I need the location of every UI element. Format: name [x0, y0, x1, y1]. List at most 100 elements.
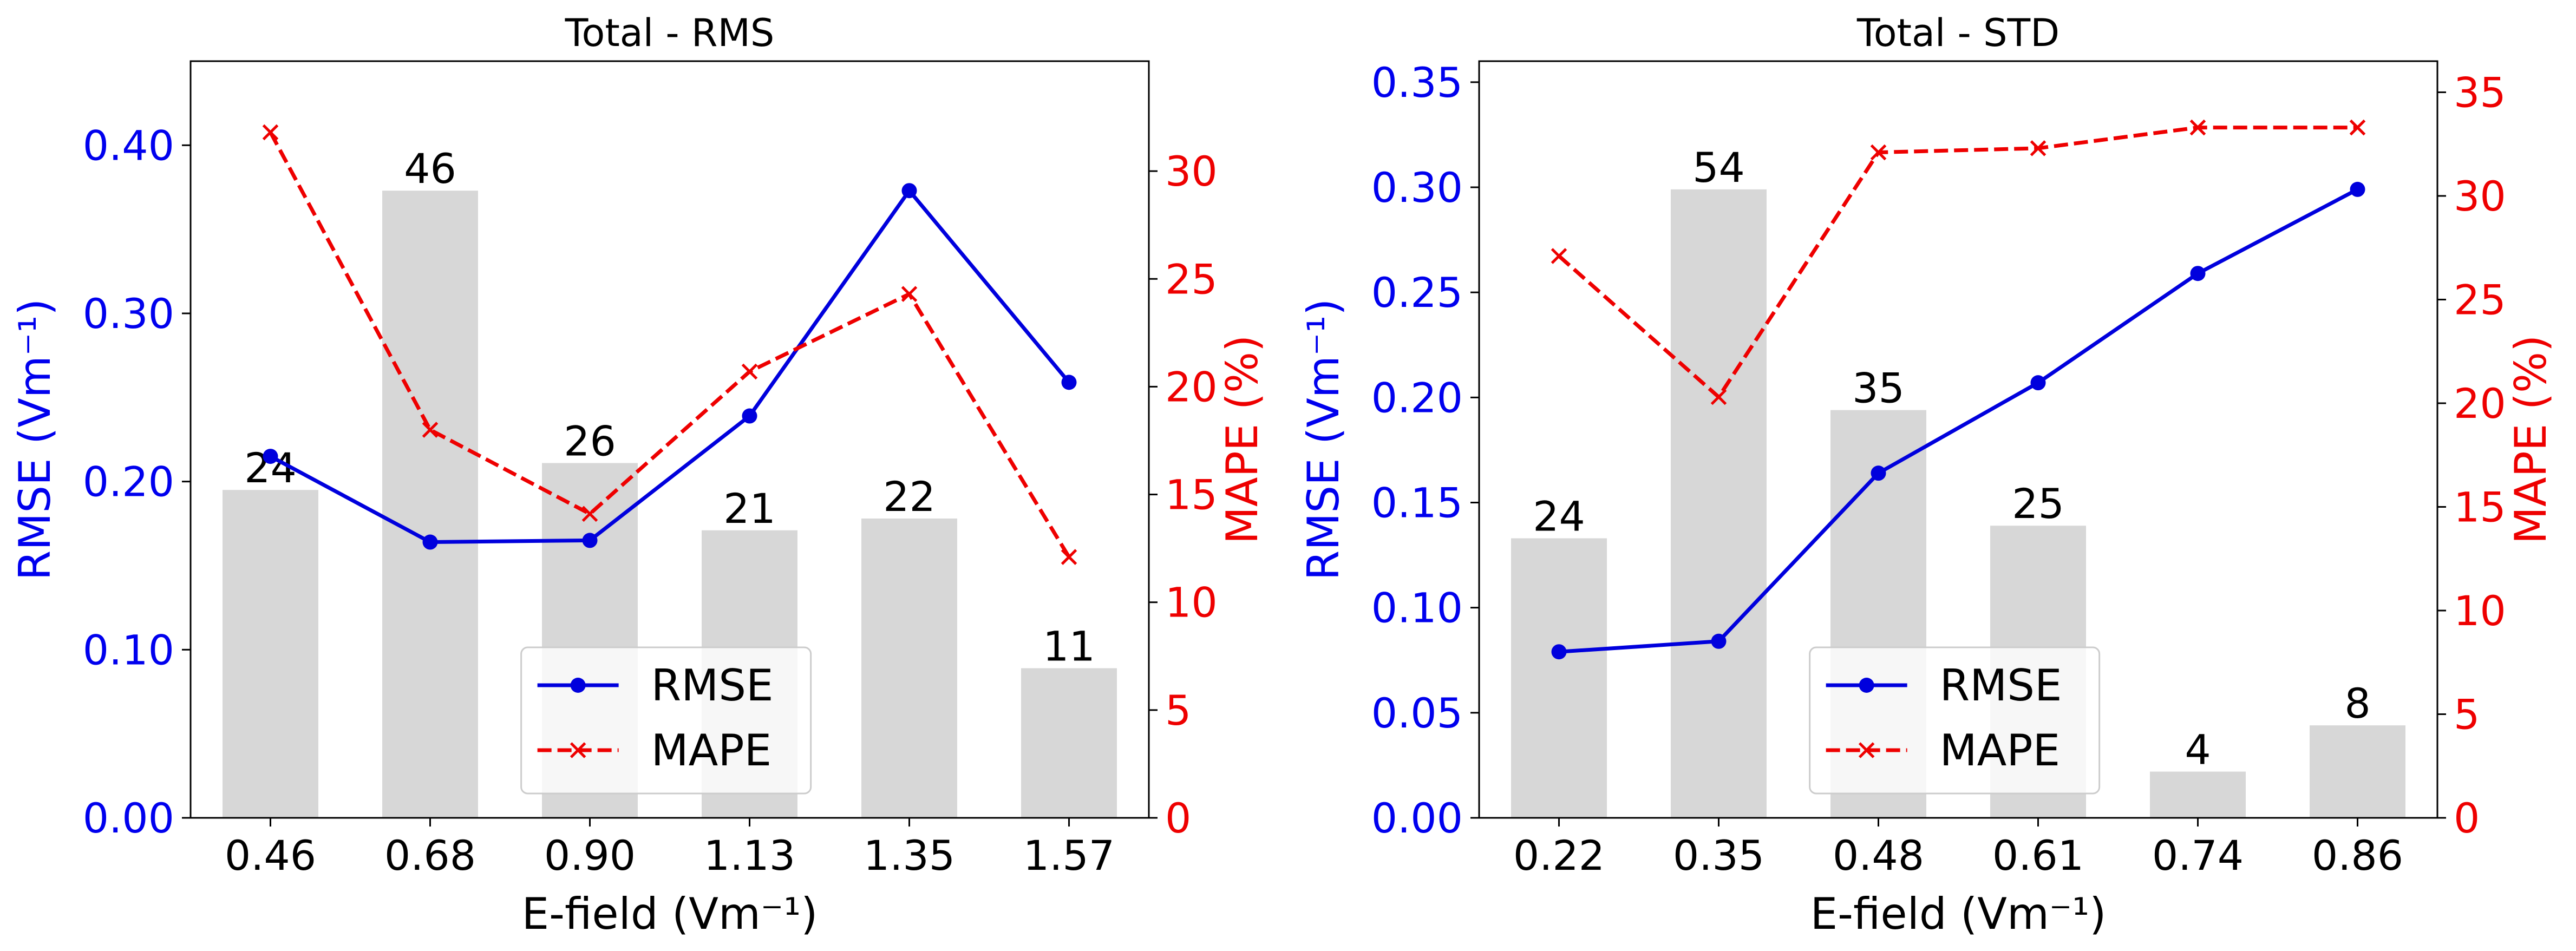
- bar-label: 54: [1692, 143, 1745, 192]
- y-right-tick-label: 20: [1165, 363, 1218, 411]
- y-right-tick-label: 35: [2454, 68, 2506, 116]
- point-rmse: [1711, 633, 1727, 649]
- legend-marker: [570, 742, 586, 758]
- x-tick-label: 0.35: [1673, 831, 1764, 880]
- x-tick-label: 0.68: [384, 831, 476, 880]
- x-tick-label: 0.46: [225, 831, 316, 880]
- point-mape: [741, 363, 758, 380]
- point-mape: [2189, 119, 2206, 136]
- point-rmse: [582, 533, 598, 548]
- x-tick-label: 0.90: [544, 831, 636, 880]
- bar-0.35: [1671, 189, 1767, 818]
- legend-marker: [1858, 742, 1875, 758]
- legend: RMSE MAPE: [520, 646, 812, 795]
- y-left-tick-label: 0.40: [83, 121, 174, 169]
- point-rmse: [2030, 375, 2046, 391]
- y-right-axis-label: MAPE (%): [1217, 335, 1267, 544]
- point-rmse: [263, 449, 278, 464]
- x-tick-label: 1.57: [1023, 831, 1115, 880]
- legend-label: RMSE: [651, 660, 774, 711]
- bar-0.68: [382, 191, 478, 818]
- y-right-axis-label: MAPE (%): [2506, 335, 2556, 544]
- y-right-tick-label: 5: [1165, 686, 1191, 734]
- y-right-tick-label: 5: [2454, 690, 2480, 738]
- bar-label: 26: [564, 417, 616, 465]
- y-left-axis-label: RMSE (Vm⁻¹): [10, 299, 60, 581]
- point-mape: [1551, 248, 1567, 264]
- legend-marker: [570, 678, 586, 693]
- y-left-tick-label: 0.00: [1371, 794, 1463, 842]
- y-left-axis-label: RMSE (Vm⁻¹): [1298, 299, 1349, 581]
- y-left-tick-label: 0.00: [83, 794, 174, 842]
- chart-title: Total - STD: [1856, 11, 2060, 55]
- bar-label: 11: [1043, 622, 1095, 671]
- bar-label: 24: [1533, 493, 1585, 541]
- point-rmse: [1551, 644, 1567, 660]
- y-left-tick-label: 0.10: [83, 626, 174, 674]
- y-right-tick-label: 30: [2454, 172, 2506, 220]
- point-rmse: [2190, 266, 2206, 281]
- bar-label: 22: [883, 473, 936, 521]
- y-right-tick-label: 0: [2454, 794, 2480, 842]
- plot-frame: [189, 60, 1150, 819]
- y-left-tick-label: 0.15: [1371, 479, 1463, 527]
- point-rmse: [2350, 181, 2365, 197]
- y-right-tick-label: 15: [1165, 471, 1218, 519]
- x-tick-label: 1.35: [864, 831, 955, 880]
- point-rmse: [422, 534, 438, 550]
- y-left-tick-label: 0.30: [1371, 163, 1463, 212]
- y-right-tick-label: 10: [1165, 579, 1218, 627]
- point-mape: [262, 124, 279, 141]
- x-tick-label: 0.86: [2312, 831, 2403, 880]
- point-mape: [2349, 119, 2366, 136]
- point-mape: [422, 422, 439, 438]
- bar-0.86: [2310, 725, 2405, 818]
- legend-label: MAPE: [1940, 725, 2061, 776]
- series-line-mape: [1558, 126, 2358, 399]
- bar-label: 35: [1852, 364, 1905, 412]
- legend-label: RMSE: [1940, 660, 2062, 711]
- y-right-tick-label: 20: [2454, 379, 2506, 428]
- legend: RMSE MAPE: [1809, 646, 2101, 795]
- bar-0.22: [1511, 538, 1607, 818]
- x-tick-label: 0.61: [1992, 831, 2084, 880]
- y-right-tick-label: 0: [1165, 794, 1191, 842]
- point-rmse: [901, 183, 917, 199]
- series-line-mape: [269, 131, 1071, 558]
- point-mape: [1870, 144, 1887, 161]
- bar-0.46: [223, 490, 318, 818]
- point-rmse: [1061, 375, 1077, 390]
- y-right-tick-label: 25: [2454, 276, 2506, 324]
- bar-0.74: [2150, 771, 2246, 818]
- x-axis-label: E-field (Vm⁻¹): [1810, 889, 2107, 939]
- y-left-tick-label: 0.10: [1371, 584, 1463, 632]
- y-left-tick-label: 0.25: [1371, 268, 1463, 317]
- chart-2: 24 54 35 25 4 8 0.22 0.35 0.48 0.61 0.74 0.86 0.00 0.…: [1298, 11, 2556, 939]
- bar-1.35: [861, 519, 957, 818]
- x-tick-label: 1.13: [704, 831, 795, 880]
- x-tick-label: 0.48: [1833, 831, 1924, 880]
- series-line-rmse: [1559, 187, 2359, 654]
- y-right-tick-label: 10: [2454, 587, 2506, 635]
- bar-label: 4: [2185, 726, 2211, 774]
- bar-label: 21: [723, 484, 776, 533]
- bar-label: 25: [2012, 480, 2064, 528]
- legend-label: MAPE: [651, 725, 772, 776]
- y-left-tick-label: 0.35: [1371, 58, 1463, 107]
- point-mape: [1061, 549, 1077, 565]
- bar-1.57: [1021, 668, 1117, 818]
- y-left-tick-label: 0.30: [83, 290, 174, 338]
- x-tick-label: 0.74: [2152, 831, 2244, 880]
- x-axis-label: E-field (Vm⁻¹): [522, 889, 818, 939]
- bar-label: 46: [404, 145, 456, 193]
- x-tick-label: 0.22: [1513, 831, 1605, 880]
- legend-marker: [1859, 678, 1874, 693]
- point-rmse: [742, 408, 757, 424]
- point-mape: [581, 506, 598, 522]
- y-left-tick-label: 0.20: [83, 458, 174, 506]
- chart-title: Total - RMS: [565, 11, 775, 55]
- point-rmse: [1871, 465, 1886, 481]
- y-right-tick-label: 15: [2454, 483, 2506, 531]
- point-mape: [1710, 389, 1727, 405]
